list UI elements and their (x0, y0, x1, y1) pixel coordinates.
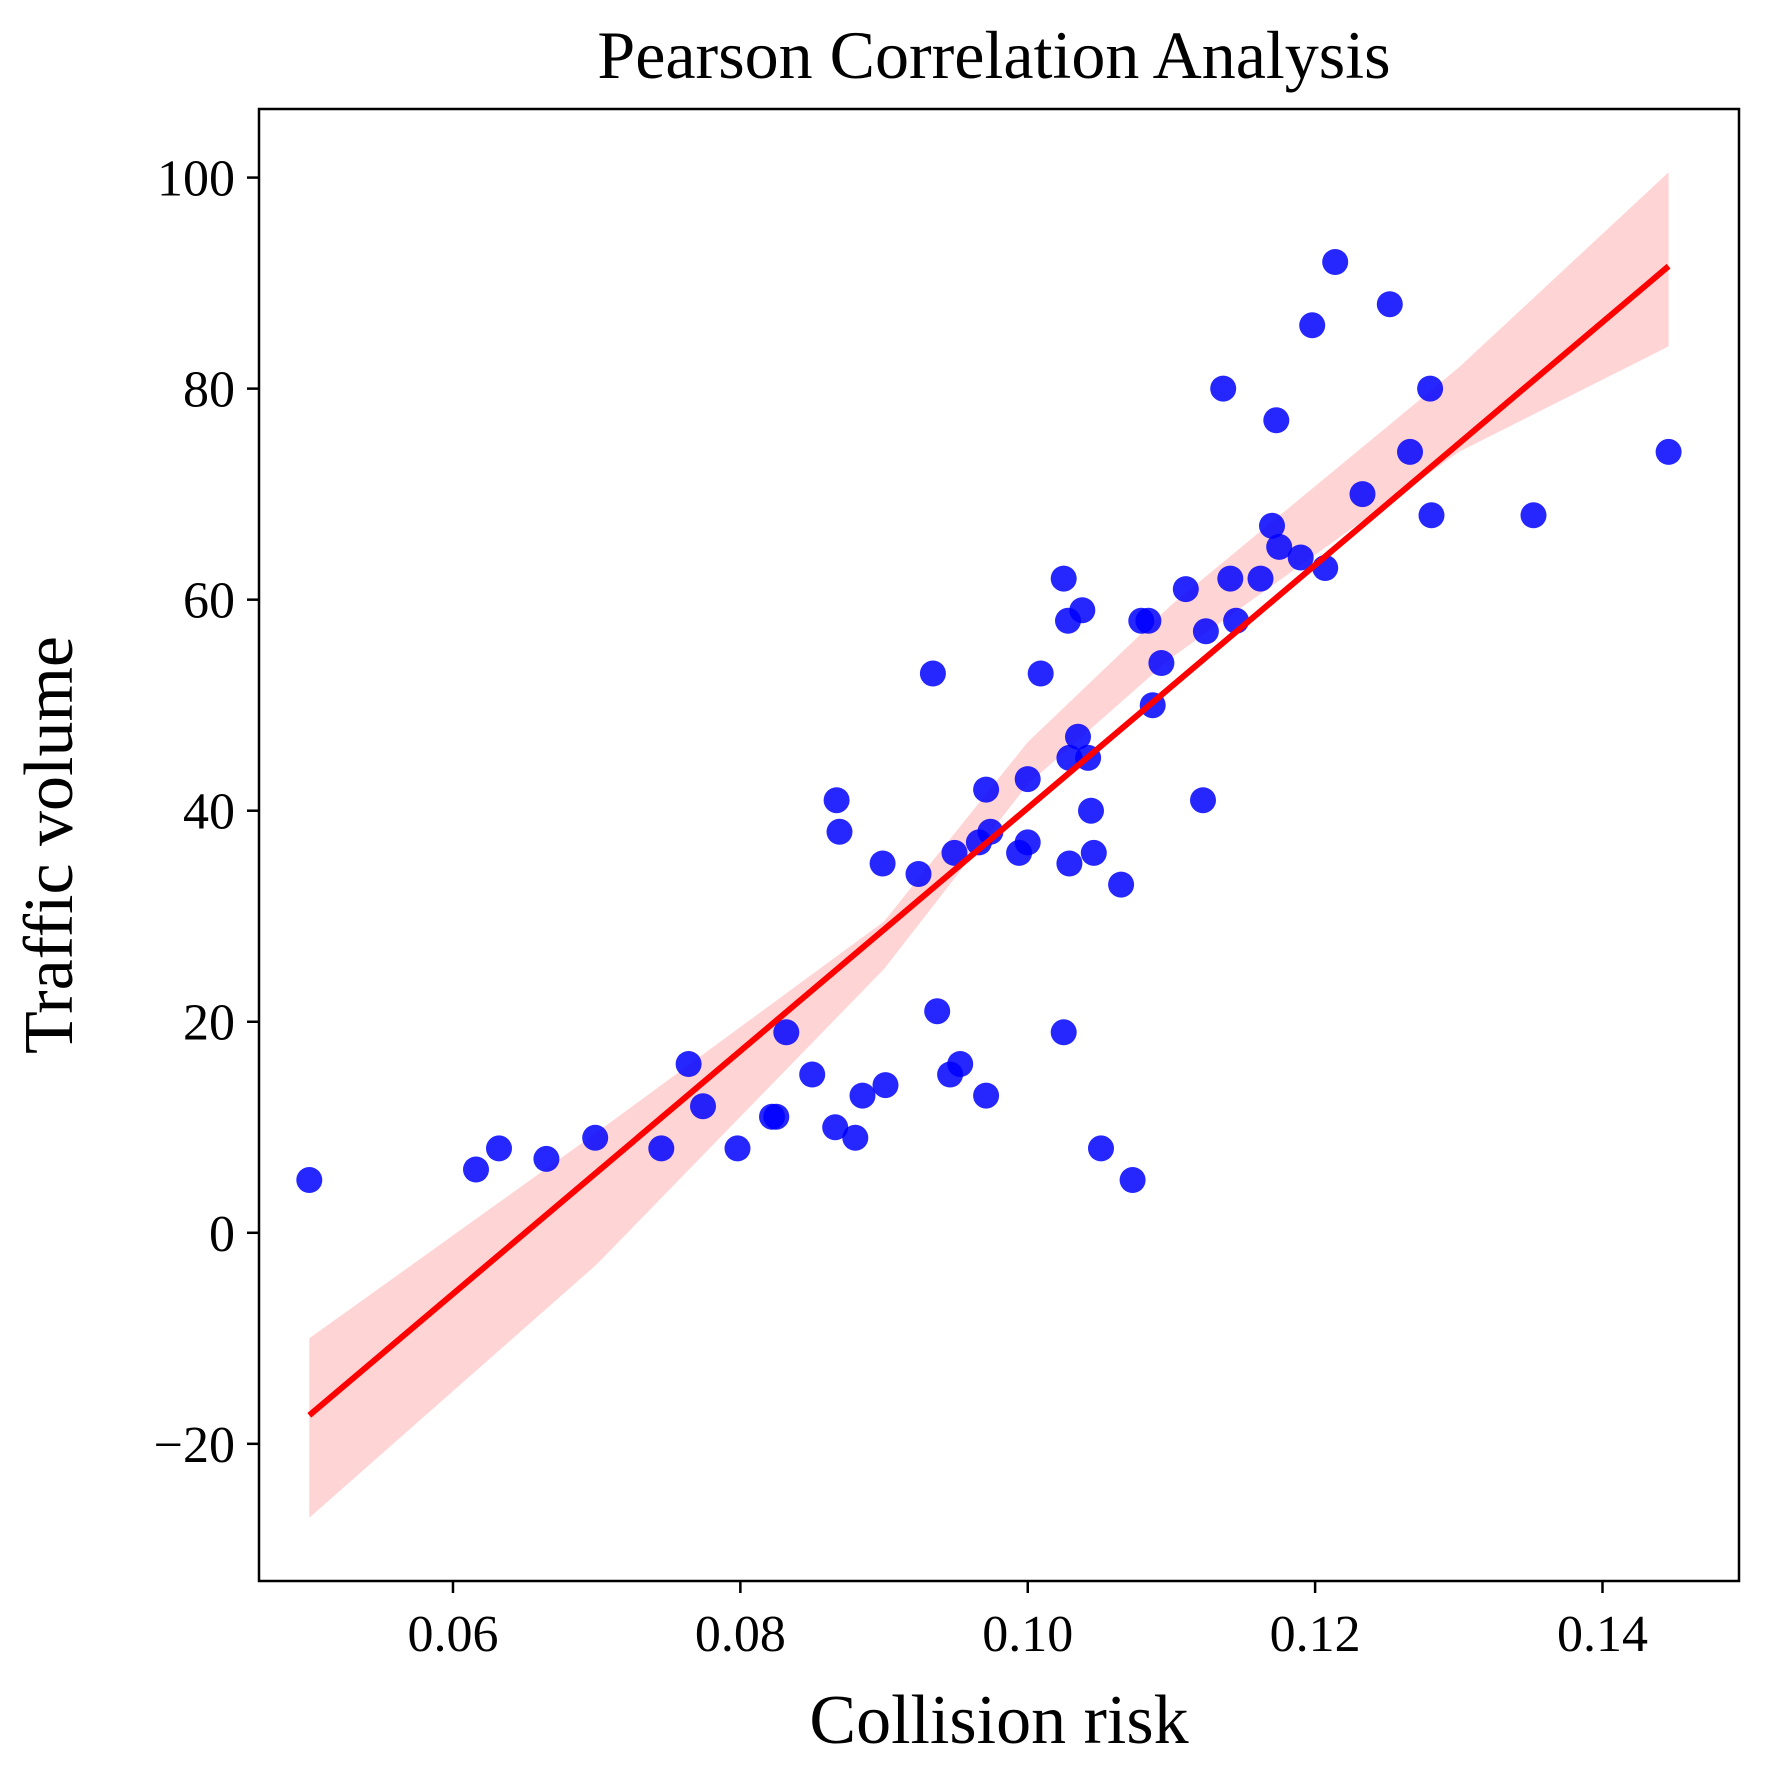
data-point (1299, 312, 1326, 339)
data-point (1027, 660, 1054, 687)
data-point (826, 818, 853, 845)
data-point (1050, 1019, 1077, 1046)
data-point (905, 861, 932, 887)
confidence-band (309, 172, 1669, 1518)
data-point (648, 1135, 675, 1162)
data-point (1056, 850, 1083, 877)
data-point (947, 1051, 974, 1077)
data-point (1322, 249, 1349, 275)
data-point (941, 839, 968, 866)
data-point (296, 1167, 323, 1193)
data-point (1135, 607, 1162, 634)
data-point (1050, 565, 1077, 592)
x-tick-label: 0.10 (982, 1606, 1073, 1663)
data-point (1247, 565, 1274, 592)
data-point (1088, 1135, 1114, 1162)
data-point (842, 1124, 869, 1151)
data-point (1376, 291, 1403, 318)
data-point (924, 998, 951, 1025)
y-tick-label: 40 (183, 784, 235, 841)
data-point (973, 1082, 1000, 1109)
data-point (919, 660, 946, 687)
data-point (1287, 544, 1314, 571)
y-axis-label: Traffic volume (11, 636, 88, 1054)
data-point (869, 850, 896, 877)
data-point (1263, 407, 1290, 434)
data-point (690, 1093, 716, 1120)
data-point (463, 1156, 489, 1183)
data-point (582, 1124, 609, 1151)
x-tick-label: 0.14 (1557, 1606, 1648, 1663)
data-point (1119, 1167, 1146, 1193)
data-point (1397, 438, 1423, 465)
data-point (849, 1082, 876, 1109)
x-tick-label: 0.08 (695, 1606, 786, 1663)
data-point (1210, 375, 1237, 402)
data-point (1108, 871, 1135, 898)
data-point (823, 787, 850, 814)
y-tick-label: 100 (157, 151, 235, 208)
data-point (763, 1103, 790, 1130)
data-point (1418, 502, 1445, 529)
data-point (973, 776, 1000, 803)
x-tick-label: 0.12 (1270, 1606, 1361, 1663)
data-point (724, 1135, 751, 1162)
data-point (1069, 597, 1096, 624)
data-point (1078, 797, 1104, 824)
data-point (1080, 839, 1107, 866)
y-tick-label: −20 (154, 1417, 235, 1474)
data-point (1266, 533, 1293, 560)
data-point (1065, 723, 1091, 750)
data-point (1520, 502, 1547, 529)
data-point (675, 1051, 702, 1077)
x-axis-label: Collision risk (809, 1682, 1188, 1759)
data-point (1259, 512, 1285, 539)
axes-frame (257, 107, 1741, 1583)
data-point (1192, 618, 1219, 645)
data-point (533, 1145, 560, 1172)
data-point (1172, 576, 1199, 603)
data-point (1148, 650, 1175, 676)
y-tick-label: 0 (209, 1206, 235, 1263)
data-point (773, 1019, 800, 1046)
data-point (1014, 829, 1041, 856)
chart-title: Pearson Correlation Analysis (597, 17, 1390, 93)
plot-area (296, 172, 1682, 1518)
data-point (872, 1072, 899, 1099)
data-point (1190, 787, 1216, 814)
data-point (977, 818, 1004, 845)
data-point (1655, 438, 1682, 465)
y-tick-label: 60 (183, 573, 235, 630)
axis-ticks: 0.06 0.08 0.10 0.12 0.14 −20 0 20 40 60 80 100 (154, 151, 1648, 1663)
data-point (1417, 375, 1444, 402)
y-tick-label: 80 (183, 362, 235, 419)
data-point (1217, 565, 1244, 592)
x-tick-label: 0.06 (407, 1606, 498, 1663)
regression-line (307, 263, 1671, 1418)
data-point (822, 1114, 849, 1141)
data-point (799, 1061, 826, 1088)
y-tick-label: 20 (183, 995, 235, 1052)
data-point (486, 1135, 512, 1162)
data-point (1014, 766, 1041, 793)
data-point (1349, 481, 1376, 508)
